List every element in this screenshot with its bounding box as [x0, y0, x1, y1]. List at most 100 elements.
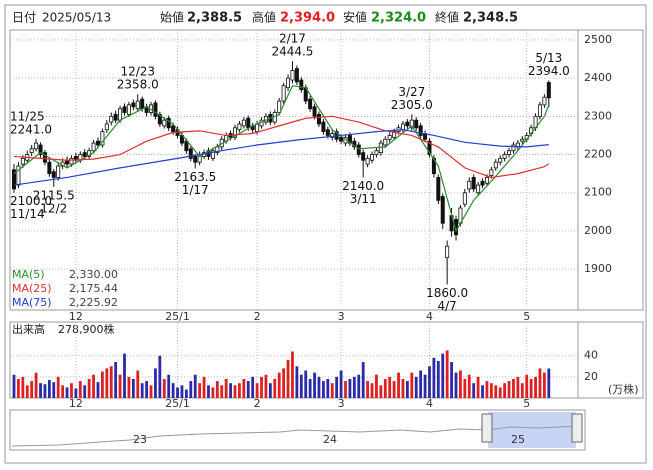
volume-bar [127, 376, 131, 398]
annotation-date: 3/27 [398, 85, 425, 99]
annotation-value: 2163.5 [174, 170, 216, 184]
volume-bar [379, 385, 383, 398]
candle-body [42, 152, 47, 163]
candle-body [299, 79, 304, 90]
volume-bar [410, 372, 414, 398]
candle-body [414, 119, 419, 129]
volume-bar [344, 381, 347, 398]
candle-body [118, 108, 123, 121]
volume-bar [56, 376, 60, 398]
volume-bar [167, 374, 171, 398]
x-tick-label: 2 [254, 310, 261, 323]
volume-unit: (万株) [608, 382, 639, 396]
y-tick-label: 1900 [584, 262, 612, 275]
annotation-value: 1860.0 [426, 286, 468, 300]
y-tick-label: 2100 [584, 186, 612, 199]
volume-bar [485, 381, 489, 398]
candle-body [20, 157, 25, 165]
candle-body [246, 117, 251, 129]
ma-line [13, 129, 549, 186]
legend-name: MA(25) [12, 282, 52, 295]
navigator-handle[interactable] [481, 413, 493, 443]
candle-body [546, 82, 551, 99]
navigator-label: 24 [323, 433, 337, 446]
volume-bar [43, 384, 47, 398]
volume-bar [428, 366, 431, 398]
volume-bar [529, 378, 533, 398]
annotation-value: 2115.5 [33, 188, 75, 202]
volume-bar [96, 382, 100, 398]
price-panel [9, 29, 644, 311]
candle-body [374, 150, 379, 155]
candle-body [171, 125, 176, 133]
navigator-window[interactable] [488, 412, 576, 448]
candle-body [193, 156, 198, 163]
candle-body [184, 140, 189, 152]
volume-bar [105, 368, 109, 398]
volume-bar [87, 378, 91, 398]
annotation-date: 4/7 [438, 299, 457, 313]
candle-body [308, 98, 313, 110]
candle-body [82, 152, 87, 157]
candle-body [356, 144, 361, 155]
candle-body [339, 136, 344, 142]
annotation-date: 12/2 [40, 201, 67, 215]
volume-bar [202, 376, 206, 398]
candle-body [135, 100, 140, 110]
volume-bar [436, 361, 440, 398]
navigator-label: 25 [511, 433, 525, 446]
volume-bar [512, 378, 515, 398]
candle-body [440, 196, 445, 224]
x-tick-label: 12 [69, 397, 83, 410]
legend-value: 2,175.44 [69, 282, 118, 295]
volume-bar [348, 378, 352, 398]
candle-body [316, 114, 321, 125]
candle-body [498, 157, 503, 163]
navigator-handle[interactable] [571, 413, 583, 443]
volume-bar [140, 383, 144, 398]
candle-body [467, 180, 472, 190]
candle-body [365, 157, 370, 165]
candle-body [232, 127, 237, 138]
candle-body [255, 123, 260, 133]
volume-bar [459, 370, 462, 398]
volume-bar [330, 383, 334, 398]
volume-bar [467, 374, 471, 398]
candle-body [436, 177, 441, 201]
volume-bar [322, 381, 325, 398]
candle-body [188, 148, 193, 159]
volume-bar [215, 381, 219, 398]
volume-bar [193, 374, 197, 398]
candle-body [480, 180, 485, 186]
volume-bar [154, 368, 157, 398]
volume-bar [525, 374, 529, 398]
ma-line [13, 115, 550, 179]
volume-bar [352, 376, 356, 398]
close-label: 終値 [435, 10, 459, 25]
candle-body [16, 165, 21, 186]
candle-body [294, 68, 299, 83]
volume-bar [326, 378, 330, 398]
x-tick-label: 3 [338, 397, 345, 410]
volume-bar [101, 371, 104, 398]
candle-body [95, 140, 100, 146]
volume-bar [317, 376, 321, 398]
volume-bar [357, 374, 361, 398]
close-value: 2,348.5 [463, 11, 518, 26]
candle-body [113, 114, 118, 121]
volume-bar [498, 387, 502, 398]
y-tick-label: 2500 [584, 33, 612, 46]
volume-bar [370, 383, 374, 398]
candle-body [325, 129, 330, 136]
volume-bar [534, 376, 537, 398]
candle-body [210, 150, 215, 159]
volume-bar [445, 350, 449, 398]
candle-body [122, 106, 127, 113]
candle-body [69, 157, 74, 165]
volume-bar [180, 385, 184, 398]
candle-body [502, 154, 507, 159]
volume-bar [286, 359, 290, 398]
volume-bar [189, 381, 193, 398]
volume-bar [489, 383, 493, 398]
x-tick-label: 4 [426, 397, 433, 410]
